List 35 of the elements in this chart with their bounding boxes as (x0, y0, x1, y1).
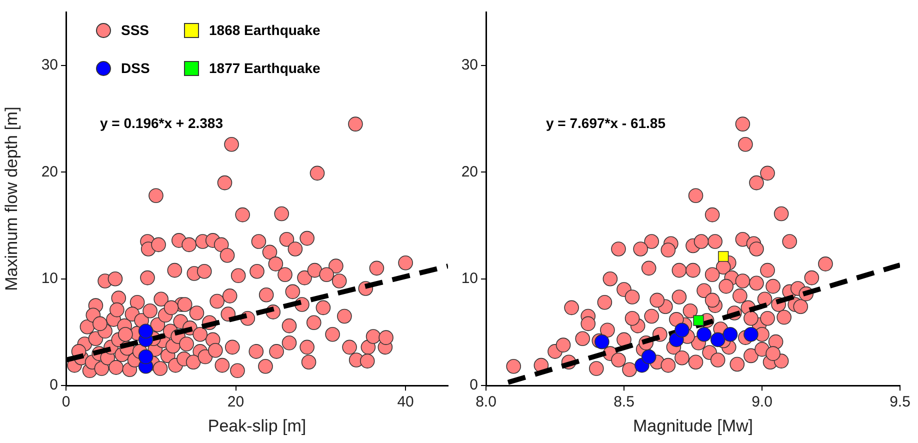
legend-label: 1868 Earthquake (209, 22, 320, 38)
x-tick-label: 9.5 (890, 394, 910, 411)
point (710, 332, 726, 348)
x-axis-title: Peak-slip [m] (208, 416, 306, 436)
y-axis-title: Maximum flow depth [m] (2, 106, 21, 291)
x-tick-label: 8.5 (614, 394, 634, 411)
y-tick-label: 0 (50, 376, 58, 394)
point (722, 326, 738, 342)
annotation: y = 7.697*x - 61.85 (546, 114, 666, 131)
legend-label: 1877 Earthquake (209, 60, 320, 76)
y-tick-label: 30 (461, 56, 478, 74)
point (641, 349, 656, 364)
x-tick-label: 20 (227, 394, 244, 411)
y-tick-label: 10 (461, 270, 478, 287)
y-tick-label: 20 (41, 163, 58, 180)
x-tick-label: 9.0 (752, 394, 772, 411)
x-tick-label: 0 (62, 394, 70, 411)
y-tick-label: 10 (41, 270, 58, 287)
point (693, 315, 704, 326)
point (594, 334, 610, 350)
legend-label: SSS (121, 22, 150, 38)
point (138, 324, 154, 339)
point (674, 322, 690, 338)
x-tick-label: 8.0 (476, 394, 496, 411)
y-tick-label: 0 (470, 376, 478, 394)
point (138, 349, 154, 364)
x-axis-title: Magnitude [Mw] (633, 416, 753, 436)
y-tick-label: 20 (461, 163, 478, 180)
y-tick-label: 30 (41, 56, 58, 74)
annotation: y = 0.196*x + 2.383 (100, 114, 224, 131)
point (718, 251, 729, 262)
x-tick-label: 40 (397, 394, 414, 411)
point (744, 326, 758, 342)
legend-label: DSS (121, 60, 150, 76)
point (696, 326, 712, 342)
